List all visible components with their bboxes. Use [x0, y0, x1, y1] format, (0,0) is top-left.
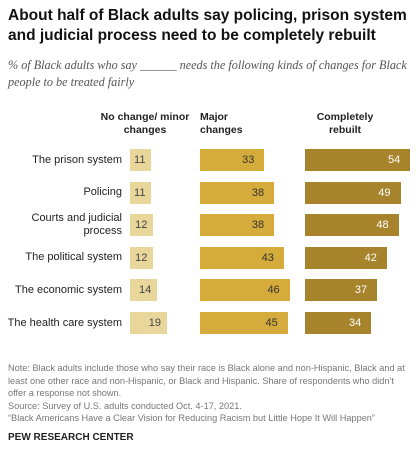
- category-label: The prison system: [32, 153, 122, 166]
- bar: [130, 214, 154, 237]
- legend-label: Completely rebuilt: [316, 111, 374, 136]
- category-label: Courts and judicial process: [31, 212, 123, 238]
- bar: [305, 181, 401, 204]
- value-label: 42: [364, 251, 377, 264]
- footer: PEW RESEARCH CENTER: [8, 432, 134, 443]
- bar: [130, 149, 152, 171]
- value-label: 54: [388, 154, 401, 166]
- chart-subtitle: % of Black adults who say ______ needs t…: [8, 58, 407, 89]
- value-label: 11: [134, 186, 146, 199]
- value-label: 43: [261, 251, 274, 264]
- bar: [130, 181, 152, 204]
- value-label: 46: [267, 284, 280, 297]
- bar: [200, 312, 288, 334]
- bar: [305, 214, 399, 237]
- bar: [200, 149, 265, 171]
- bar: [130, 279, 158, 302]
- value-label: 45: [265, 317, 278, 329]
- value-label: 48: [376, 219, 389, 232]
- value-label: 11: [134, 154, 146, 166]
- source: Source: Survey of U.S. adults conducted …: [8, 401, 242, 411]
- category-label: Policing: [83, 186, 122, 199]
- value-label: 33: [242, 154, 255, 166]
- bar: [305, 312, 372, 334]
- value-label: 34: [349, 317, 362, 329]
- legend-label: No change/ minor changes: [100, 111, 190, 136]
- bar: [305, 279, 378, 302]
- note: Note: Black adults include those who say…: [8, 363, 405, 398]
- bar: [305, 149, 411, 171]
- value-label: 37: [354, 284, 368, 297]
- chart-title: About half of Black adults say policing,…: [8, 7, 407, 44]
- bar: [200, 181, 275, 204]
- bar: [305, 246, 387, 269]
- value-label: 12: [135, 251, 148, 264]
- report: “Black Americans Have a Clear Vision for…: [8, 413, 375, 423]
- value-label: 19: [148, 317, 162, 329]
- value-label: 12: [135, 219, 148, 232]
- legend-label: Major changes: [200, 111, 243, 136]
- category-label: The health care system: [7, 316, 122, 329]
- bar: [130, 312, 168, 334]
- value-label: 38: [251, 186, 265, 199]
- value-label: 14: [139, 284, 152, 297]
- bar: [130, 246, 154, 269]
- category-label: The economic system: [15, 283, 122, 296]
- value-label: 49: [378, 186, 391, 199]
- bar: [200, 214, 275, 237]
- bar: [200, 279, 290, 302]
- value-label: 38: [251, 219, 265, 232]
- bar: [200, 246, 284, 269]
- category-label: The political system: [25, 251, 122, 264]
